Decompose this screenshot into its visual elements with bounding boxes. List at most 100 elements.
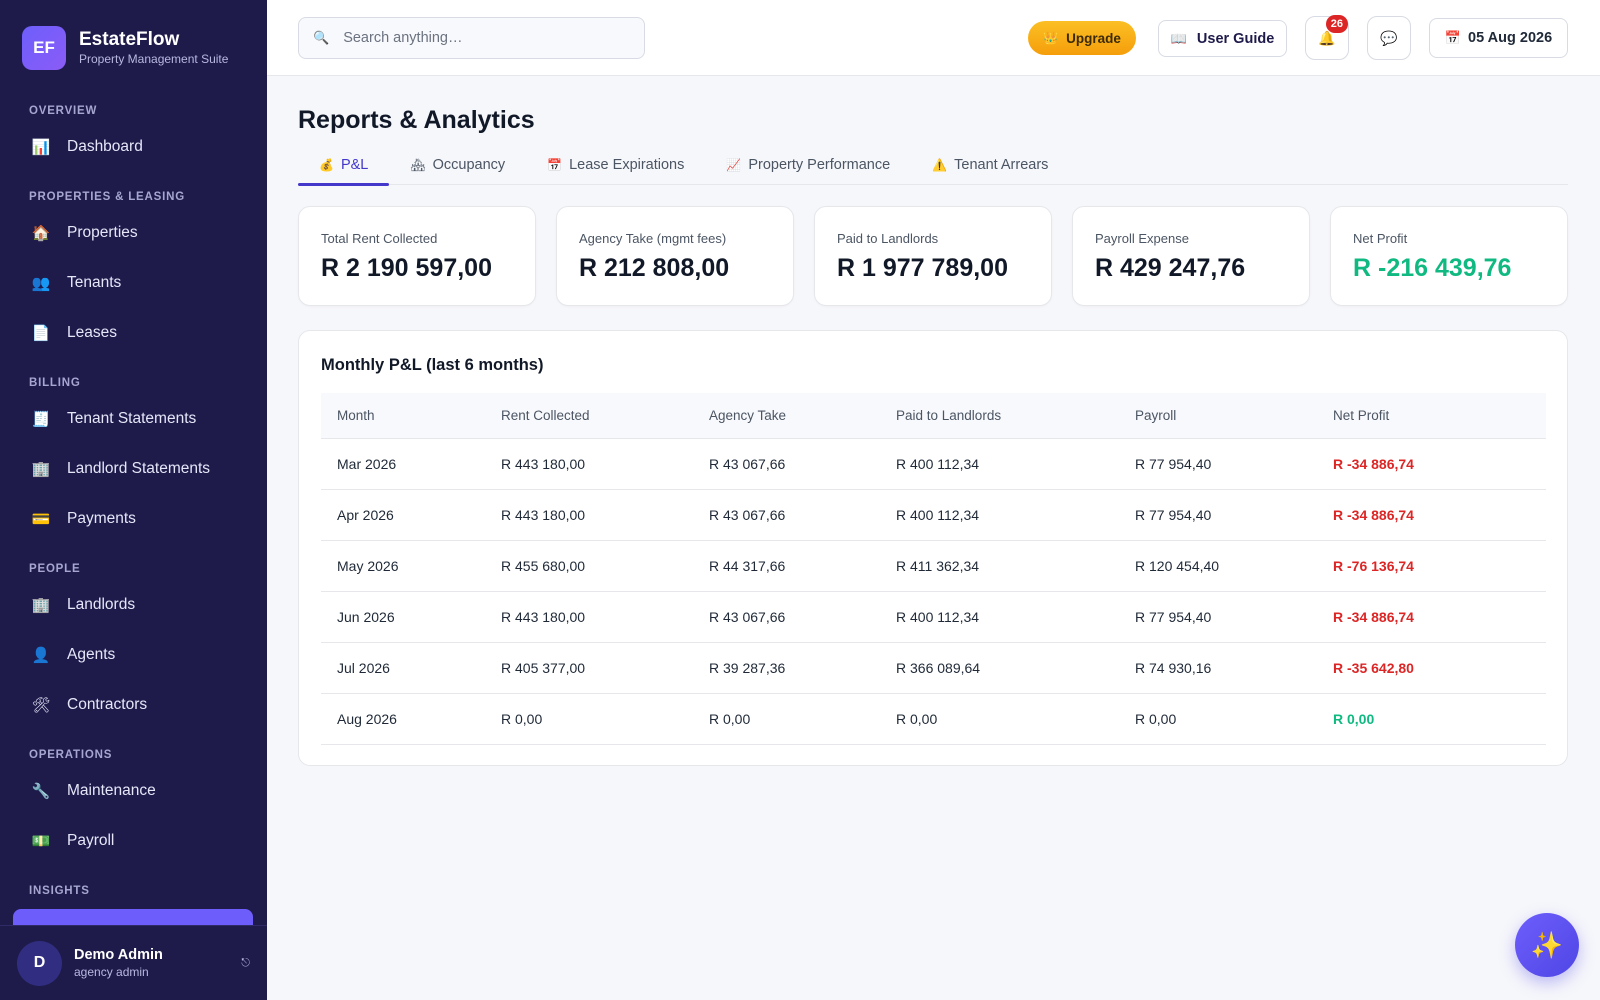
table-row[interactable]: Jul 2026 R 405 377,00 R 39 287,36 R 366 089… <box>321 642 1546 694</box>
cell-paid-to-landlords: R 366 089,64 <box>880 642 1119 694</box>
book-icon: 📖 <box>1170 30 1187 46</box>
cell-month: Aug 2026 <box>321 693 485 745</box>
tab-occupancy[interactable]: 🏘 Occupancy <box>389 144 526 185</box>
cell-paid-to-landlords: R 400 112,34 <box>880 438 1119 490</box>
kpi-cards: Total Rent Collected R 2 190 597,00 Agency… <box>298 206 1568 306</box>
tab-label: Property Performance <box>748 156 891 173</box>
sidebar-item-label: Tenant Statements <box>67 410 197 427</box>
cell-rent-collected: R 443 180,00 <box>485 438 693 490</box>
sidebar-item-label: Landlord Statements <box>67 460 211 477</box>
money-bag-icon: 💰 <box>319 157 334 172</box>
table-row[interactable]: Aug 2026 R 0,00 R 0,00 R 0,00 R 0,00 R 0,00 <box>321 693 1546 745</box>
receipt-icon: 🧾 <box>31 411 51 428</box>
trend-chart-icon: 📈 <box>726 157 742 172</box>
nav-section-insights: INSIGHTS <box>29 885 90 897</box>
column-header-month[interactable]: Month <box>321 393 485 439</box>
logout-icon[interactable]: ⎋ <box>241 956 250 969</box>
tab-property-performance[interactable]: 📈 Property Performance <box>705 144 911 185</box>
houses-icon: 🏘 <box>410 157 426 172</box>
brand[interactable]: EF EstateFlow Property Management Suite <box>0 0 267 72</box>
table-row[interactable]: Mar 2026 R 443 180,00 R 43 067,66 R 400 112… <box>321 438 1546 490</box>
dashboard-icon: 📊 <box>31 139 51 156</box>
user-guide-button[interactable]: 📖 User Guide <box>1158 20 1287 57</box>
column-header-rent-collected[interactable]: Rent Collected <box>485 393 693 439</box>
sidebar-item-payments[interactable]: 💳 Payments <box>0 494 267 544</box>
cell-paid-to-landlords: R 411 362,34 <box>880 540 1119 592</box>
table-row[interactable]: May 2026 R 455 680,00 R 44 317,66 R 411 362… <box>321 540 1546 592</box>
sidebar-item-label: Tenants <box>67 274 122 291</box>
brand-subtitle: Property Management Suite <box>79 52 229 66</box>
chat-bubble-icon: 💬 <box>1380 29 1398 46</box>
kpi-card-payroll-expense: Payroll Expense R 429 247,76 <box>1072 206 1310 306</box>
sidebar-item-properties[interactable]: 🏠 Properties <box>0 208 267 258</box>
sidebar-item-maintenance[interactable]: 🔧 Maintenance <box>0 766 267 816</box>
table-row[interactable]: Jun 2026 R 443 180,00 R 43 067,66 R 400 112… <box>321 591 1546 643</box>
table-row[interactable]: Apr 2026 R 443 180,00 R 43 067,66 R 400 112… <box>321 489 1546 541</box>
tab-lease-expirations[interactable]: 📅 Lease Expirations <box>526 144 705 185</box>
warning-icon: ⚠️ <box>932 157 948 172</box>
sidebar-item-label: Leases <box>67 324 117 341</box>
sidebar-item-payroll[interactable]: 💵 Payroll <box>0 816 267 866</box>
upgrade-button[interactable]: 👑 Upgrade <box>1028 21 1136 55</box>
search-box[interactable]: 🔍 <box>298 17 645 59</box>
sidebar-item-landlord-statements[interactable]: 🏢 Landlord Statements <box>0 444 267 494</box>
sidebar-item-dashboard[interactable]: 📊 Dashboard <box>0 122 267 172</box>
kpi-value: R 212 808,00 <box>579 254 730 282</box>
topbar: 🔍 👑 Upgrade 📖 User Guide 🔔 26 💬 📅 05 Aug… <box>267 0 1600 76</box>
avatar: D <box>17 940 62 986</box>
sidebar-item-label: Dashboard <box>67 138 143 155</box>
kpi-label: Paid to Landlords <box>837 231 939 246</box>
calendar-icon: 📅 <box>547 157 563 172</box>
building-icon: 🏢 <box>31 597 51 614</box>
wrench-icon: 🔧 <box>31 783 51 800</box>
notifications-button[interactable]: 🔔 26 <box>1305 15 1349 60</box>
cell-net-profit: R -34 886,74 <box>1317 591 1546 643</box>
cell-rent-collected: R 405 377,00 <box>485 642 693 694</box>
kpi-value: R 2 190 597,00 <box>321 254 492 282</box>
cash-icon: 💵 <box>31 833 51 850</box>
search-input[interactable] <box>343 30 624 46</box>
tab-label: P&L <box>340 156 369 173</box>
sidebar-item-leases[interactable]: 📄 Leases <box>0 308 267 358</box>
user-role: agency admin <box>74 965 149 979</box>
cell-payroll: R 77 954,40 <box>1119 591 1317 643</box>
page-title: Reports & Analytics <box>298 106 535 134</box>
pl-table: Month Rent Collected Agency Take Paid to La… <box>321 393 1546 745</box>
sidebar-item-landlords[interactable]: 🏢 Landlords <box>0 580 267 630</box>
kpi-card-net-profit: Net Profit R -216 439,76 <box>1330 206 1568 306</box>
bell-icon: 🔔 <box>1318 29 1336 46</box>
sidebar-item-tenant-statements[interactable]: 🧾 Tenant Statements <box>0 394 267 444</box>
sidebar-active-item[interactable] <box>13 909 253 929</box>
tab-pandl[interactable]: 💰 P&L <box>298 144 390 186</box>
upgrade-label: Upgrade <box>1066 30 1121 46</box>
cell-net-profit: R -35 642,80 <box>1317 642 1546 694</box>
sidebar-item-label: Properties <box>67 224 138 241</box>
panel-title: Monthly P&L (last 6 months) <box>321 356 544 374</box>
sidebar-item-tenants[interactable]: 👥 Tenants <box>0 258 267 308</box>
column-header-payroll[interactable]: Payroll <box>1119 393 1317 439</box>
user-card[interactable]: D Demo Admin agency admin ⎋ <box>0 925 267 1000</box>
column-header-paid-to-landlords[interactable]: Paid to Landlords <box>880 393 1119 439</box>
cell-payroll: R 77 954,40 <box>1119 438 1317 490</box>
ai-assistant-button[interactable]: ✨ <box>1515 913 1579 977</box>
cell-month: Jul 2026 <box>321 642 485 694</box>
cell-agency-take: R 0,00 <box>693 693 880 745</box>
tab-tenant-arrears[interactable]: ⚠️ Tenant Arrears <box>911 144 1069 185</box>
column-header-agency-take[interactable]: Agency Take <box>693 393 880 439</box>
date-picker[interactable]: 📅 05 Aug 2026 <box>1429 18 1568 58</box>
sidebar-item-contractors[interactable]: 🛠 Contractors <box>0 680 267 730</box>
cell-agency-take: R 43 067,66 <box>693 438 880 490</box>
sidebar-item-label: Contractors <box>67 696 148 713</box>
tools-icon: 🛠 <box>31 697 51 714</box>
sidebar: EF EstateFlow Property Management Suite … <box>0 0 267 1000</box>
sidebar-item-agents[interactable]: 👤 Agents <box>0 630 267 680</box>
brand-logo: EF <box>22 26 66 70</box>
column-header-net-profit[interactable]: Net Profit <box>1317 393 1546 439</box>
person-icon: 👤 <box>31 647 51 664</box>
cell-rent-collected: R 455 680,00 <box>485 540 693 592</box>
cell-rent-collected: R 443 180,00 <box>485 489 693 541</box>
kpi-label: Agency Take (mgmt fees) <box>579 231 727 246</box>
messages-button[interactable]: 💬 <box>1367 16 1411 60</box>
table-body: Mar 2026 R 443 180,00 R 43 067,66 R 400 112… <box>321 438 1546 745</box>
nav-section-billing: BILLING <box>29 377 81 389</box>
